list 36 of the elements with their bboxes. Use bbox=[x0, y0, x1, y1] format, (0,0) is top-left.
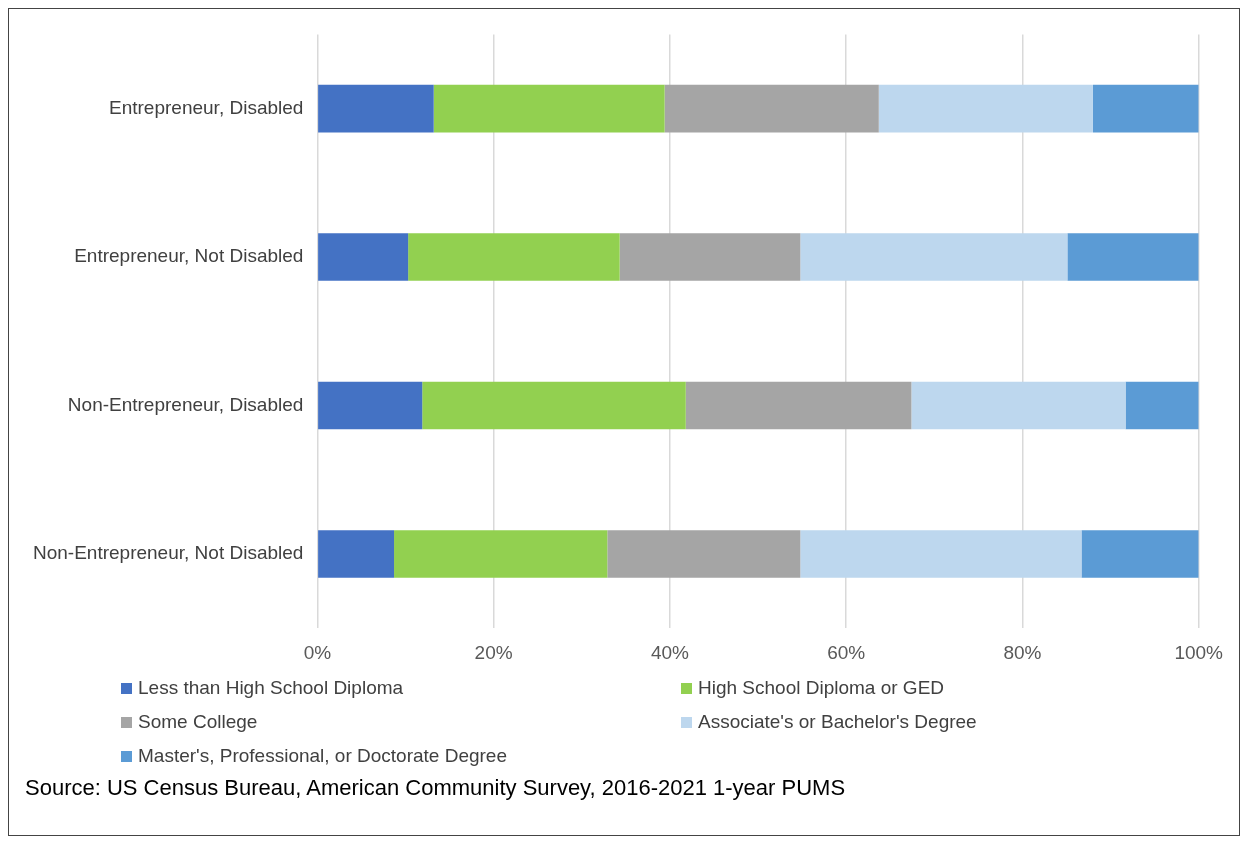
source-note: Source: US Census Bureau, American Community Survey, 2016-2021 1-year PUMS bbox=[25, 775, 847, 801]
bar bbox=[1081, 530, 1199, 578]
bar bbox=[911, 381, 1126, 430]
bar bbox=[394, 530, 608, 578]
y-tick-label: Non-Entrepreneur, Not Disabled bbox=[32, 542, 304, 564]
bar bbox=[318, 381, 423, 430]
bar bbox=[685, 381, 912, 430]
bar bbox=[800, 233, 1068, 281]
bar bbox=[422, 381, 686, 430]
bar bbox=[1067, 233, 1199, 281]
x-tick-label: 100% bbox=[1174, 641, 1224, 663]
bar bbox=[318, 233, 409, 281]
x-tick-label: 0% bbox=[303, 641, 332, 663]
y-tick-label: Entrepreneur, Disabled bbox=[109, 96, 304, 118]
legend-label: Some College bbox=[138, 711, 258, 733]
bar bbox=[318, 530, 395, 578]
bar bbox=[433, 84, 665, 133]
bar bbox=[800, 530, 1082, 578]
bar bbox=[664, 84, 879, 133]
bar bbox=[1092, 84, 1199, 133]
bar bbox=[878, 84, 1093, 133]
bar bbox=[318, 84, 434, 133]
legend-label: Associate's or Bachelor's Degree bbox=[698, 711, 977, 733]
bar bbox=[408, 233, 620, 281]
x-tick-label: 20% bbox=[474, 641, 513, 663]
bar bbox=[619, 233, 801, 281]
bar bbox=[607, 530, 801, 578]
x-tick-label: 80% bbox=[1003, 641, 1042, 663]
bar bbox=[1125, 381, 1199, 430]
legend-label: Master's, Professional, or Doctorate Degree bbox=[138, 745, 508, 767]
y-tick-label: Non-Entrepreneur, Disabled bbox=[67, 393, 304, 415]
legend-label: Less than High School Diploma bbox=[138, 677, 404, 699]
legend-label: High School Diploma or GED bbox=[698, 677, 945, 699]
x-tick-label: 60% bbox=[827, 641, 866, 663]
x-tick-label: 40% bbox=[650, 641, 690, 663]
y-tick-label: Entrepreneur, Not Disabled bbox=[74, 245, 304, 267]
